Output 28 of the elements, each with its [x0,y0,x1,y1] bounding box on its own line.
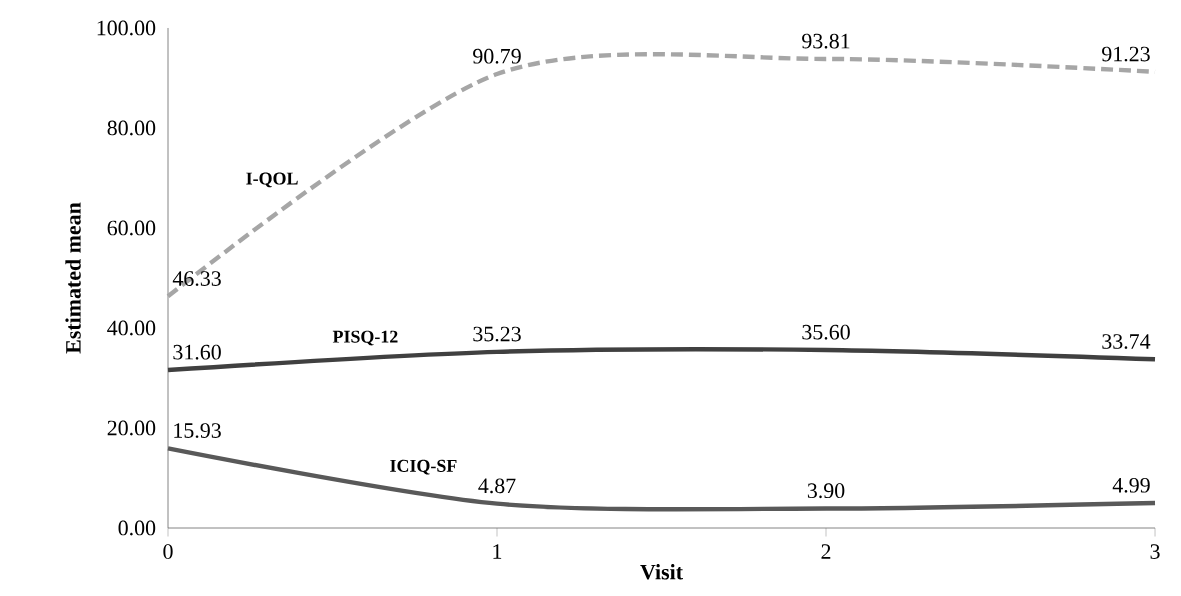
series-label: ICIQ-SF [390,459,457,475]
data-label: 91.23 [1102,46,1150,62]
data-label: 35.23 [473,326,521,342]
y-tick-label: 60.00 [107,220,156,236]
y-tick-label: 20.00 [107,420,156,436]
data-label: 46.33 [172,271,221,286]
y-tick-label: 100.00 [97,20,156,36]
data-label: 31.60 [173,344,221,360]
x-tick-label: 3 [1150,544,1160,559]
series-label: PISQ-12 [332,330,398,346]
y-axis-title: Estimated mean [65,202,81,354]
x-tick-label: 1 [493,544,502,559]
line-series [165,446,1158,512]
x-axis-title: Visit [640,564,683,580]
y-tick-label: 40.00 [107,320,156,336]
x-tick-label: 2 [821,544,831,559]
data-label: 35.60 [802,324,850,340]
y-tick-label: 0.00 [118,520,156,536]
data-label: 33.74 [1102,334,1151,349]
data-label: 4.87 [478,478,516,494]
data-label: 93.81 [802,33,850,49]
y-tick-label: 80.00 [107,120,156,136]
x-tick-label: 0 [163,544,173,559]
data-label: 4.99 [1112,477,1150,493]
series-label: I-QOL [246,172,298,188]
data-label: 90.79 [473,48,521,64]
data-label: 15.93 [174,423,221,438]
data-label: 3.90 [807,483,845,499]
